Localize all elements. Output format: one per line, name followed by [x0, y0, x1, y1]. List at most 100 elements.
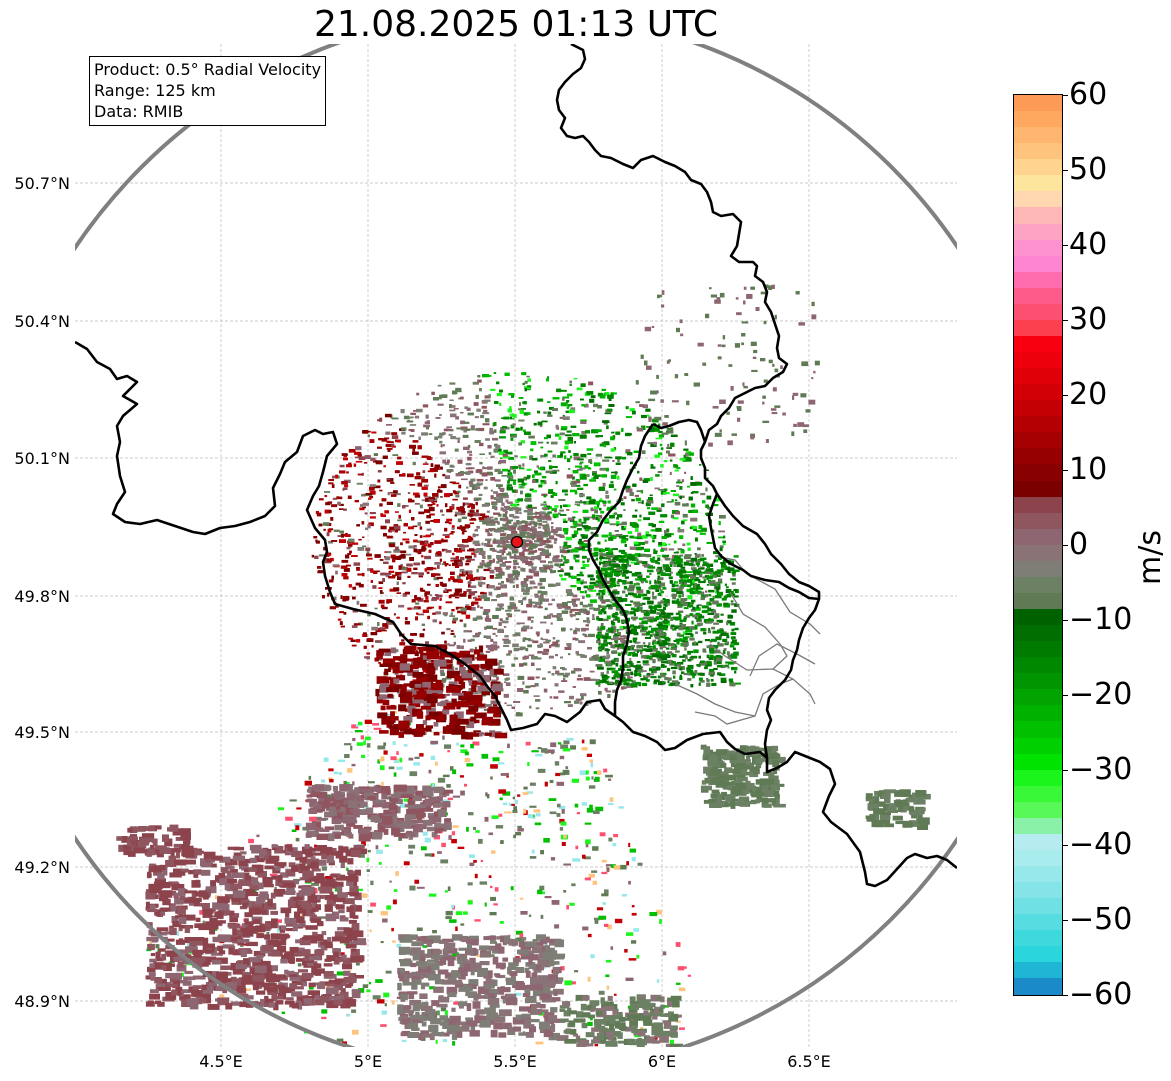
- colorbar-step: [1014, 416, 1062, 433]
- colorbar-step: [1014, 528, 1062, 545]
- colorbar-step: [1014, 673, 1062, 690]
- lon-label-5: 5°E: [353, 1052, 383, 1071]
- radar-map-canvas[interactable]: [75, 44, 957, 1047]
- lat-label-49-5: 49.5°N: [14, 723, 70, 742]
- colorbar-step: [1014, 978, 1062, 995]
- colorbar-step: [1014, 625, 1062, 642]
- colorbar-tick: [1063, 470, 1068, 471]
- colorbar-step: [1014, 592, 1062, 609]
- range-label: Range: 125 km: [94, 81, 216, 100]
- colorbar-step: [1014, 384, 1062, 401]
- colorbar-tick: [1063, 95, 1068, 96]
- colorbar-tick-label: −50: [1069, 902, 1133, 937]
- radar-map[interactable]: [75, 44, 957, 1047]
- colorbar-step: [1014, 319, 1062, 336]
- colorbar-tick-label: 30: [1069, 302, 1108, 337]
- velocity-colorbar: [1013, 94, 1063, 996]
- colorbar-step: [1014, 737, 1062, 754]
- colorbar-step: [1014, 368, 1062, 385]
- colorbar-tick: [1063, 545, 1068, 546]
- colorbar-step: [1014, 721, 1062, 738]
- colorbar-tick-label: −60: [1069, 977, 1133, 1012]
- colorbar-tick: [1063, 695, 1068, 696]
- colorbar-step: [1014, 239, 1062, 256]
- lon-label-6-5: 6.5°E: [787, 1052, 831, 1071]
- colorbar-step: [1014, 255, 1062, 272]
- colorbar-step: [1014, 352, 1062, 369]
- colorbar-step: [1014, 576, 1062, 593]
- colorbar-step: [1014, 335, 1062, 352]
- lat-label-50-7: 50.7°N: [14, 174, 70, 193]
- colorbar-step: [1014, 785, 1062, 802]
- colorbar-tick: [1063, 770, 1068, 771]
- colorbar-step: [1014, 159, 1062, 176]
- colorbar-tick-label: −10: [1069, 602, 1133, 637]
- colorbar-step: [1014, 448, 1062, 465]
- lat-label-50-1: 50.1°N: [14, 449, 70, 468]
- map-title: 21.08.2025 01:13 UTC: [313, 4, 719, 45]
- colorbar-step: [1014, 898, 1062, 915]
- colorbar-step: [1014, 882, 1062, 899]
- colorbar-tick: [1063, 995, 1068, 996]
- colorbar-step: [1014, 175, 1062, 192]
- colorbar-unit-label: m/s: [1133, 530, 1168, 585]
- colorbar-tick-label: 60: [1069, 77, 1108, 112]
- colorbar-tick: [1063, 620, 1068, 621]
- data-source-label: Data: RMIB: [94, 102, 184, 121]
- colorbar-step: [1014, 143, 1062, 160]
- colorbar-tick: [1063, 845, 1068, 846]
- colorbar-step: [1014, 962, 1062, 979]
- product-label: Product: 0.5° Radial Velocity: [94, 60, 322, 79]
- colorbar-step: [1014, 544, 1062, 561]
- colorbar-step: [1014, 689, 1062, 706]
- colorbar-tick: [1063, 395, 1068, 396]
- colorbar-step: [1014, 111, 1062, 128]
- colorbar-tick-label: 20: [1069, 377, 1108, 412]
- colorbar-step: [1014, 560, 1062, 577]
- radar-site-marker[interactable]: [510, 535, 524, 549]
- colorbar-step: [1014, 464, 1062, 481]
- colorbar-step: [1014, 287, 1062, 304]
- colorbar-step: [1014, 657, 1062, 674]
- country-borders: [75, 44, 957, 888]
- lon-label-5-5: 5.5°E: [493, 1052, 537, 1071]
- colorbar-step: [1014, 833, 1062, 850]
- colorbar-step: [1014, 609, 1062, 626]
- lat-label-48-9: 48.9°N: [14, 992, 70, 1011]
- colorbar-step: [1014, 95, 1062, 112]
- colorbar-step: [1014, 641, 1062, 658]
- lat-label-49-8: 49.8°N: [14, 587, 70, 606]
- colorbar-tick-label: 10: [1069, 452, 1108, 487]
- colorbar-tick-label: −20: [1069, 677, 1133, 712]
- colorbar-tick-label: −40: [1069, 827, 1133, 862]
- colorbar-step: [1014, 432, 1062, 449]
- colorbar-tick: [1063, 170, 1068, 171]
- colorbar-unit: m/s: [1133, 530, 1171, 645]
- colorbar-step: [1014, 914, 1062, 931]
- colorbar-tick: [1063, 920, 1068, 921]
- lon-label-6: 6°E: [647, 1052, 677, 1071]
- colorbar-tick-label: 50: [1069, 152, 1108, 187]
- product-info-box: Product: 0.5° Radial Velocity Range: 125…: [89, 56, 327, 126]
- colorbar-tick-label: 40: [1069, 227, 1108, 262]
- colorbar-step: [1014, 801, 1062, 818]
- colorbar-step: [1014, 769, 1062, 786]
- colorbar-step: [1014, 866, 1062, 883]
- lon-label-4-5: 4.5°E: [199, 1052, 243, 1071]
- colorbar-step: [1014, 480, 1062, 497]
- colorbar-step: [1014, 705, 1062, 722]
- colorbar-step: [1014, 946, 1062, 963]
- colorbar-step: [1014, 849, 1062, 866]
- velocity-echoes: [116, 284, 931, 1047]
- colorbar-step: [1014, 207, 1062, 224]
- colorbar-step: [1014, 223, 1062, 240]
- colorbar-step: [1014, 303, 1062, 320]
- lat-label-50-4: 50.4°N: [14, 312, 70, 331]
- colorbar-step: [1014, 400, 1062, 417]
- colorbar-tick-label: −30: [1069, 752, 1133, 787]
- colorbar-step: [1014, 496, 1062, 513]
- colorbar-step: [1014, 512, 1062, 529]
- colorbar-step: [1014, 817, 1062, 834]
- lat-label-49-2: 49.2°N: [14, 858, 70, 877]
- colorbar-step: [1014, 930, 1062, 947]
